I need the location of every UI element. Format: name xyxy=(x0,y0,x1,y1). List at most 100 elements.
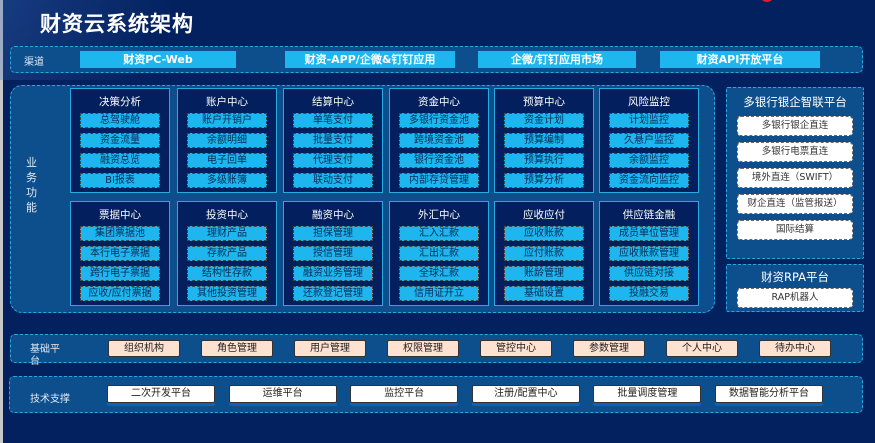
module-item[interactable]: 基础设置 xyxy=(504,286,584,301)
module-item[interactable]: 集团票据池 xyxy=(80,226,160,241)
module-item[interactable]: 电子回单 xyxy=(187,153,267,168)
module-item[interactable]: 成员单位管理 xyxy=(609,226,689,241)
module-7: 投资中心 理财产品 存款产品 结构性存款 其他投资管理 xyxy=(177,201,277,306)
tech-support-item[interactable]: 注册/配置中心 xyxy=(471,385,580,403)
module-item[interactable]: 余额明细 xyxy=(187,133,267,148)
module-1: 账户中心账户开销户余额明细电子回单多级账簿 xyxy=(177,88,277,193)
module-item[interactable]: 授信管理 xyxy=(293,246,373,261)
module-10: 应收应付应收账款应付账款账龄管理基础设置 xyxy=(494,201,594,306)
channel-item[interactable]: 财资API开放平台 xyxy=(660,51,820,68)
rpa-platform-item[interactable]: RAP机器人 xyxy=(737,288,853,308)
module-item[interactable]: 担保管理 xyxy=(293,226,373,241)
module-item[interactable]: 总驾驶舱 xyxy=(80,113,160,128)
module-item[interactable]: 应付账款 xyxy=(504,246,584,261)
module-title: 应收应付 xyxy=(523,209,565,221)
module-item[interactable]: BI报表 xyxy=(80,173,160,188)
page-title: 财资云系统架构 xyxy=(40,12,194,36)
bank-platform-item[interactable]: 国际结算 xyxy=(737,220,853,240)
module-item[interactable]: 预算分析 xyxy=(504,173,584,188)
module-item[interactable]: 预算执行 xyxy=(504,153,584,168)
tech-support-label: 技术支撑 xyxy=(30,394,70,405)
module-9: 外汇中心 汇入汇款 汇出汇款 全球汇款 信用证开立 xyxy=(389,201,489,306)
module-item[interactable]: 还款登记管理 xyxy=(293,286,373,301)
module-item[interactable]: 久悬户监控 xyxy=(609,133,689,148)
module-item[interactable]: 投融交易 xyxy=(609,286,689,301)
module-item[interactable]: 资金流量 xyxy=(80,133,160,148)
channel-label: 渠道 xyxy=(24,57,44,68)
module-item[interactable]: 其他投资管理 xyxy=(187,286,267,301)
module-item[interactable]: 单笔支付 xyxy=(293,113,373,128)
bank-platform-item[interactable]: 境外直连（SWIFT） xyxy=(737,168,853,188)
module-item[interactable]: 汇入汇款 xyxy=(399,226,479,241)
bank-platform-title: 多银行银企智联平台 xyxy=(743,95,847,109)
module-item[interactable]: 联动支付 xyxy=(293,173,373,188)
module-title: 预算中心 xyxy=(523,96,565,108)
module-0: 决策分析 总驾驶舱 资金流量 融资总览 BI报表 xyxy=(70,88,170,193)
module-item[interactable]: 信用证开立 xyxy=(399,286,479,301)
module-3: 资金中心 多银行资金池 跨境资金池 银行资金池 内部存贷管理 xyxy=(389,88,489,193)
base-platform-item[interactable]: 待办中心 xyxy=(759,340,831,357)
base-platform-item[interactable]: 角色管理 xyxy=(201,340,273,357)
rpa-platform-title: 财资RPA平台 xyxy=(760,270,830,284)
bank-platform-item[interactable]: 财企直连（监管报送） xyxy=(737,194,853,214)
module-item[interactable]: 代理支付 xyxy=(293,153,373,168)
module-item[interactable]: 多银行资金池 xyxy=(399,113,479,128)
module-item[interactable]: 批量支付 xyxy=(293,133,373,148)
module-item[interactable]: 应收/应付票据 xyxy=(80,286,160,301)
base-platform-item[interactable]: 用户管理 xyxy=(294,340,366,357)
module-item[interactable]: 银行资金池 xyxy=(399,153,479,168)
bank-platform-item[interactable]: 多银行银企直连 xyxy=(737,116,853,136)
module-4: 预算中心资金计划预算编制预算执行预算分析 xyxy=(494,88,594,193)
module-title: 票据中心 xyxy=(99,209,141,221)
bank-platform-panel: 多银行银企智联平台 多银行银企直连 多银行电票直连 境外直连（SWIFT） 财企直连（… xyxy=(726,87,864,259)
base-platform-item[interactable]: 参数管理 xyxy=(573,340,645,357)
business-label: 业务功能 xyxy=(26,156,37,214)
module-item[interactable]: 计划监控 xyxy=(609,113,689,128)
channel-item[interactable]: 财资PC-Web xyxy=(80,51,236,68)
tech-support-item[interactable]: 数据智能分析平台 xyxy=(715,385,823,403)
module-item[interactable]: 资金计划 xyxy=(504,113,584,128)
module-item[interactable]: 账户开销户 xyxy=(187,113,267,128)
module-item[interactable]: 应收账款管理 xyxy=(609,246,689,261)
module-item[interactable]: 融资总览 xyxy=(80,153,160,168)
module-2: 结算中心单笔支付批量支付代理支付联动支付 xyxy=(283,88,383,193)
base-platform-label: 基础平台 xyxy=(30,344,60,367)
module-item[interactable]: 结构性存款 xyxy=(187,266,267,281)
module-title: 账户中心 xyxy=(206,96,248,108)
module-item[interactable]: 理财产品 xyxy=(187,226,267,241)
base-platform-item[interactable]: 个人中心 xyxy=(666,340,738,357)
module-6: 票据中心集团票据池本行电子票据 跨行电子票据 应收/应付票据 xyxy=(70,201,170,306)
tech-support-item[interactable]: 批量调度管理 xyxy=(593,385,702,403)
window-edge xyxy=(0,0,3,443)
channel-item[interactable]: 财资-APP/企微&钉钉应用 xyxy=(285,51,455,68)
base-platform-item[interactable]: 组织机构 xyxy=(108,340,180,357)
rpa-platform-panel: 财资RPA平台 RAP机器人 xyxy=(726,264,864,312)
module-item[interactable]: 供应链对接 xyxy=(609,266,689,281)
tech-support-item[interactable]: 监控平台 xyxy=(350,385,459,403)
module-item[interactable]: 账龄管理 xyxy=(504,266,584,281)
module-item[interactable]: 多级账簿 xyxy=(187,173,267,188)
channel-item[interactable]: 企微/钉钉应用市场 xyxy=(478,51,636,68)
module-item[interactable]: 跨行电子票据 xyxy=(80,266,160,281)
module-item[interactable]: 本行电子票据 xyxy=(80,246,160,261)
module-title: 风险监控 xyxy=(628,96,670,108)
bank-platform-item[interactable]: 多银行电票直连 xyxy=(737,142,853,162)
module-title: 结算中心 xyxy=(312,96,354,108)
module-title: 供应链金融 xyxy=(622,209,676,221)
base-platform-item[interactable]: 管控中心 xyxy=(480,340,552,357)
module-item[interactable]: 存款产品 xyxy=(187,246,267,261)
module-item[interactable]: 资金流向监控 xyxy=(609,173,689,188)
tech-support-item[interactable]: 二次开发平台 xyxy=(107,385,215,403)
module-item[interactable]: 汇出汇款 xyxy=(399,246,479,261)
base-platform-item[interactable]: 权限管理 xyxy=(387,340,459,357)
module-item[interactable]: 余额监控 xyxy=(609,153,689,168)
module-8: 融资中心 担保管理 授信管理 融资业务管理 还款登记管理 xyxy=(283,201,383,306)
module-item[interactable]: 全球汇款 xyxy=(399,266,479,281)
module-item[interactable]: 应收账款 xyxy=(504,226,584,241)
module-item[interactable]: 跨境资金池 xyxy=(399,133,479,148)
module-item[interactable]: 预算编制 xyxy=(504,133,584,148)
module-item[interactable]: 内部存贷管理 xyxy=(399,173,479,188)
module-item[interactable]: 融资业务管理 xyxy=(293,266,373,281)
tech-support-item[interactable]: 运维平台 xyxy=(228,385,337,403)
module-11: 供应链金融成员单位管理 应收账款管理 供应链对接投融交易 xyxy=(599,201,699,306)
